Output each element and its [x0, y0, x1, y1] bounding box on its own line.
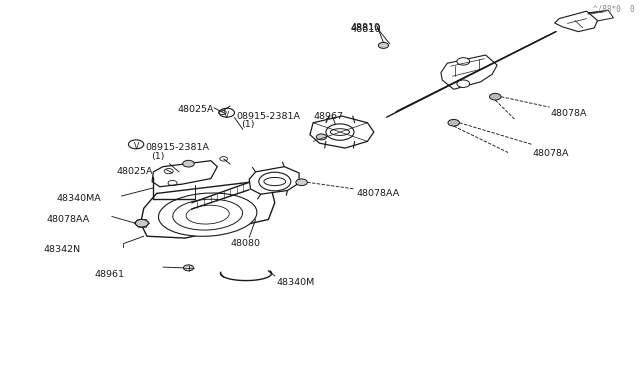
- Circle shape: [326, 124, 354, 140]
- Circle shape: [184, 265, 194, 271]
- Text: V: V: [224, 111, 230, 120]
- Text: 48810: 48810: [350, 24, 381, 34]
- Text: (1): (1): [241, 120, 255, 129]
- Circle shape: [136, 219, 148, 227]
- Circle shape: [183, 160, 195, 167]
- Text: V: V: [134, 142, 139, 151]
- Circle shape: [490, 93, 501, 100]
- Ellipse shape: [159, 193, 257, 236]
- Polygon shape: [588, 10, 614, 22]
- Text: 48967: 48967: [313, 112, 343, 121]
- Polygon shape: [441, 55, 497, 89]
- Text: 48078AA: 48078AA: [46, 215, 89, 224]
- Text: 48025A: 48025A: [178, 105, 214, 114]
- Text: 08915-2381A: 08915-2381A: [146, 143, 210, 152]
- Polygon shape: [141, 182, 275, 238]
- Text: 48025A: 48025A: [117, 167, 154, 176]
- Polygon shape: [555, 11, 598, 32]
- Circle shape: [259, 172, 291, 191]
- Circle shape: [457, 58, 470, 65]
- Text: 48078AA: 48078AA: [356, 189, 400, 198]
- Polygon shape: [310, 116, 374, 148]
- Circle shape: [457, 80, 470, 87]
- Text: 48810: 48810: [350, 23, 380, 32]
- Text: 08915-2381A: 08915-2381A: [236, 112, 300, 121]
- Text: 48961: 48961: [95, 270, 125, 279]
- Circle shape: [378, 42, 388, 48]
- Polygon shape: [249, 167, 299, 194]
- Text: 48340MA: 48340MA: [56, 194, 101, 203]
- Circle shape: [296, 179, 307, 186]
- Circle shape: [316, 134, 326, 140]
- Circle shape: [448, 119, 460, 126]
- Text: 48078A: 48078A: [551, 109, 588, 118]
- Text: ^/88*0  0: ^/88*0 0: [593, 5, 634, 14]
- Text: 48342N: 48342N: [44, 245, 81, 254]
- Text: (1): (1): [151, 152, 164, 161]
- Text: 48078A: 48078A: [533, 149, 570, 158]
- Text: 48080: 48080: [230, 239, 260, 248]
- Polygon shape: [152, 161, 217, 187]
- Text: 48340M: 48340M: [276, 278, 315, 287]
